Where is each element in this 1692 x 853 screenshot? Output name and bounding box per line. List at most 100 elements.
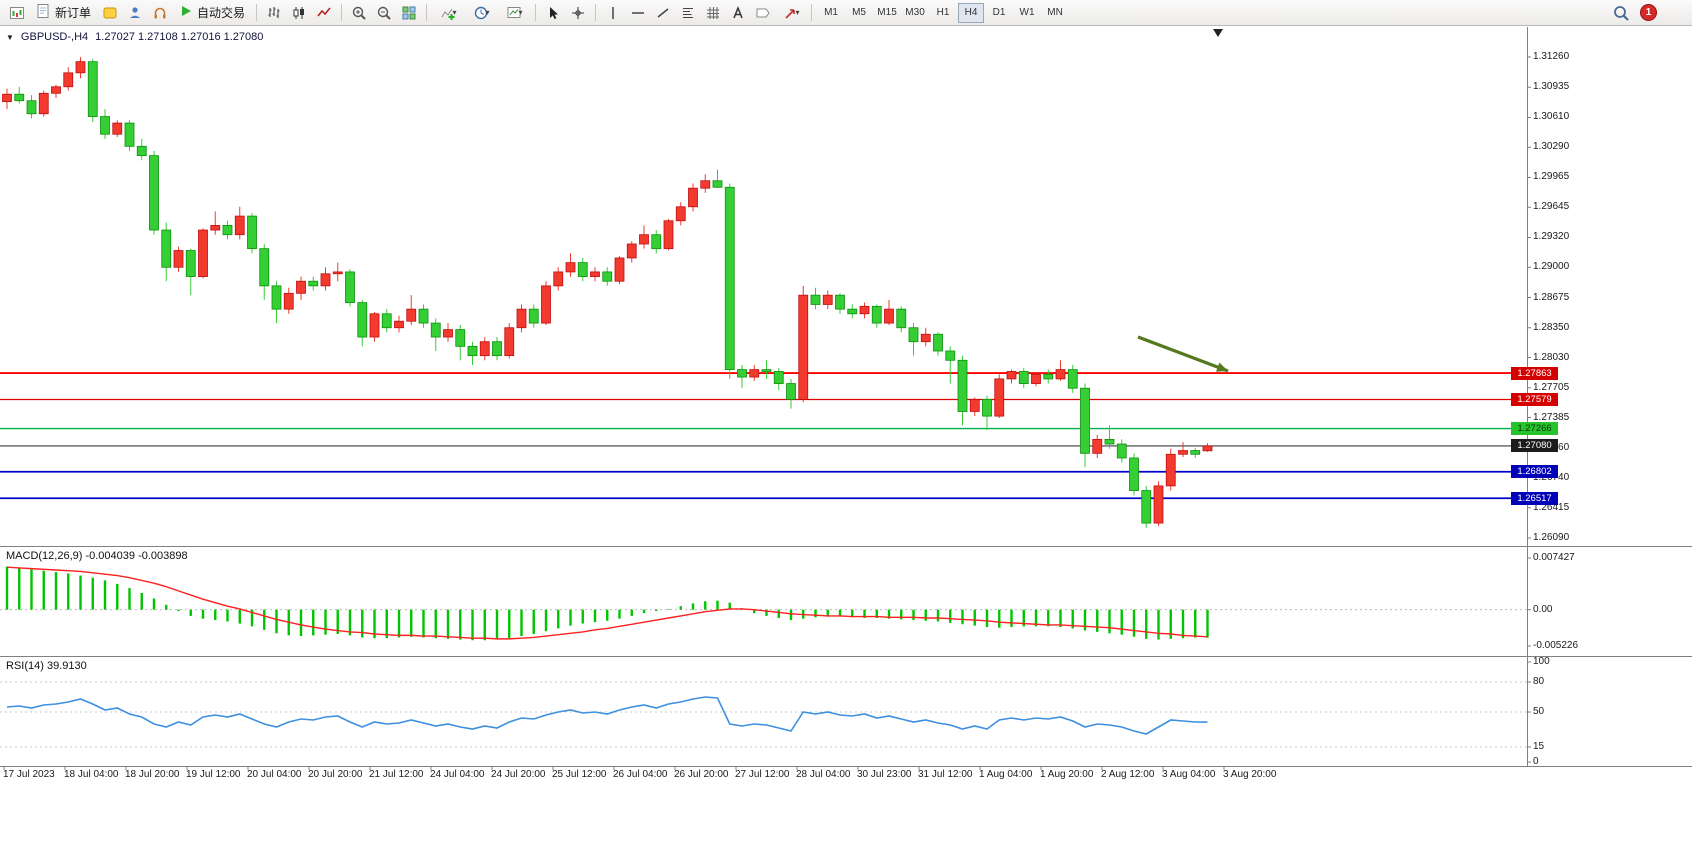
candle-body [479,341,490,357]
notification-badge[interactable]: 1 [1640,4,1657,21]
periods-button[interactable]: ▾ [465,3,497,23]
vertical-line-button[interactable] [601,3,625,23]
grid-button[interactable] [701,3,725,23]
fibonacci-button[interactable] [676,3,700,23]
price-axis-label: 1.27385 [1533,411,1570,423]
candle-body [737,369,747,378]
cursor-button[interactable] [541,3,565,23]
price-axis-label: 1.31260 [1533,51,1570,62]
candle-body [565,262,576,273]
candle-body [1141,490,1152,524]
candle-body [590,271,600,277]
zoom-in-button[interactable] [347,3,371,23]
macd-axis-label: 0.00 [1533,603,1553,615]
time-axis-label: 24 Jul 20:00 [491,769,546,780]
candle-body [700,180,711,189]
price-axis-label: 1.29645 [1533,201,1570,213]
macd-axis-label: 0.007427 [1533,552,1575,563]
bar-chart-button[interactable] [262,3,286,23]
new-order-button[interactable]: 新订单 [30,3,97,23]
timeframe-w1[interactable]: W1 [1019,6,1035,18]
trendline-button[interactable] [651,3,675,23]
price-axis-label: 1.30935 [1533,81,1570,93]
new-chart-button[interactable] [5,3,29,23]
candle-body [406,308,417,322]
timeframe-h1[interactable]: H1 [936,6,950,18]
time-axis-label: 3 Aug 04:00 [1162,769,1216,780]
crosshair-button[interactable] [566,3,590,23]
candle-body [492,341,502,357]
candle-body [761,369,772,372]
profile-button[interactable] [123,3,147,23]
new-order-icon [36,3,51,22]
autotrading-label: 自动交易 [197,6,246,20]
timeframe-d1[interactable]: D1 [992,6,1006,18]
horizontal-line-button[interactable] [626,3,650,23]
candle-body [320,273,331,287]
mql5-community-button[interactable] [98,3,122,23]
candle-body [26,100,37,115]
candle-body [2,93,12,103]
timeframe-m5[interactable]: M5 [852,6,866,18]
candle-body [247,215,257,250]
text-button[interactable] [726,3,750,23]
time-axis-label: 20 Jul 20:00 [308,769,363,780]
candle-body [626,243,637,259]
candle-body [124,122,135,147]
timeframe-m30[interactable]: M30 [905,6,925,18]
timeframe-mn[interactable]: MN [1047,6,1063,18]
price-axis-label: 1.29000 [1533,261,1570,273]
one-click-trading-toggle[interactable]: ▼ [6,32,14,42]
tile-windows-button[interactable] [397,3,421,23]
candle-body [234,215,245,236]
candle-body [112,122,123,135]
timeframe-m15[interactable]: M15 [877,6,897,18]
price-tag: 1.27579 [1511,392,1558,406]
candlestick-chart-button[interactable] [287,3,311,23]
candle-body [1067,369,1078,389]
templates-button[interactable]: ▾ [498,3,530,23]
candle-body [308,280,319,287]
rsi-axis-label: 80 [1533,676,1545,687]
candle-body [1006,371,1017,380]
arrows-button[interactable]: ▾ [776,3,806,23]
candle-body [859,305,870,315]
toolbar-separator [811,4,813,21]
autotrading-button[interactable]: 自动交易 [173,3,251,23]
candle-body [296,280,306,294]
time-axis-label: 19 Jul 12:00 [186,769,241,780]
chart-symbol-header: ▼ GBPUSD-,H4 1.27027 1.27108 1.27016 1.2… [6,31,263,43]
indicators-button[interactable]: ▾ [432,3,464,23]
macd-signal-line [6,566,1208,640]
price-axis-label: 1.30610 [1533,111,1570,123]
candle-body [455,329,466,347]
candle-body [749,369,760,378]
rsi-line [6,696,1208,735]
candle-body [381,313,392,329]
label-button[interactable] [751,3,775,23]
timeframe-m1[interactable]: M1 [824,6,838,18]
symbol-title: GBPUSD-,H4 [20,31,89,43]
line-chart-button[interactable] [312,3,336,23]
market-button[interactable] [148,3,172,23]
chevron-down-icon: ▾ [795,8,800,17]
candle-body [210,224,221,231]
candle-body [504,327,515,357]
search-icon[interactable] [1609,3,1633,23]
macd-axis-label: -0.005226 [1533,640,1579,651]
time-axis-label: 25 Jul 12:00 [552,769,607,780]
candle-body [222,224,233,236]
zoom-out-button[interactable] [372,3,396,23]
time-axis-label: 28 Jul 04:00 [796,769,851,780]
candle-body [1055,369,1066,380]
candle-body [173,250,184,268]
timeframe-h4[interactable]: H4 [958,2,985,23]
time-axis-label: 1 Aug 04:00 [979,769,1033,780]
candle-body [1178,450,1188,455]
candle-body [357,302,368,338]
price-axis-label: 1.26415 [1533,501,1570,513]
candle-body [614,257,625,282]
macd-indicator-label: MACD(12,26,9) -0.004039 -0.003898 [6,550,188,562]
